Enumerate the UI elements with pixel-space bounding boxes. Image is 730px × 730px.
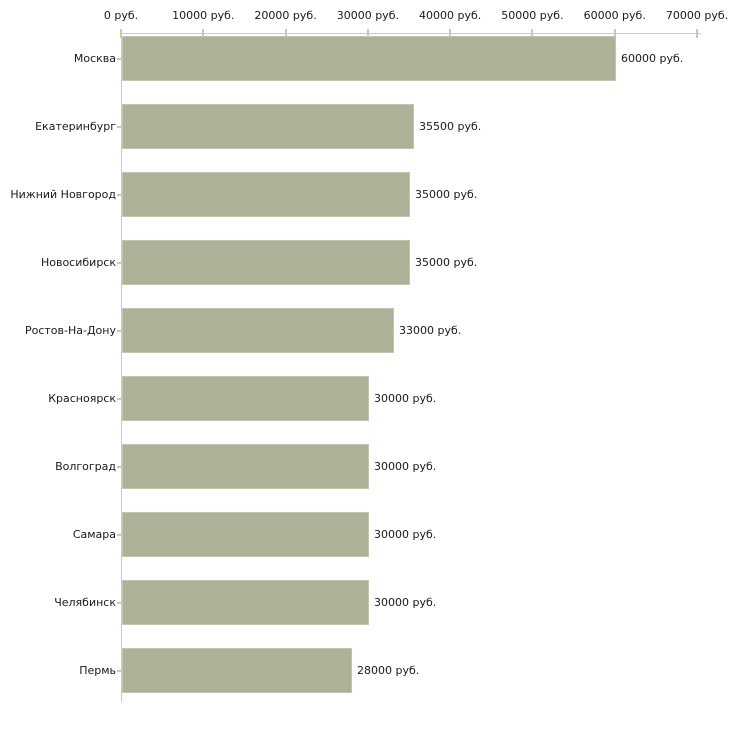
value-label: 33000 руб. bbox=[399, 324, 462, 337]
x-tick-label: 50000 руб. bbox=[501, 9, 564, 22]
value-label: 30000 руб. bbox=[374, 596, 437, 609]
bar bbox=[122, 104, 414, 149]
x-tick-label: 70000 руб. bbox=[665, 9, 729, 22]
value-label: 28000 руб. bbox=[357, 664, 420, 677]
x-tick-mark bbox=[449, 29, 452, 38]
bar bbox=[122, 580, 369, 625]
bar bbox=[122, 240, 410, 285]
value-label: 35000 руб. bbox=[415, 188, 478, 201]
value-label: 30000 руб. bbox=[374, 460, 437, 473]
category-tick-mark bbox=[117, 57, 121, 60]
bar bbox=[122, 648, 352, 693]
category-tick-mark bbox=[117, 329, 121, 332]
category-tick-mark bbox=[117, 533, 121, 536]
bar bbox=[122, 36, 616, 81]
category-tick-mark bbox=[117, 125, 121, 128]
x-tick-label: 60000 руб. bbox=[583, 9, 646, 22]
x-tick-mark bbox=[284, 29, 287, 38]
category-label: Челябинск bbox=[54, 596, 116, 609]
y-axis-line bbox=[121, 33, 122, 702]
x-tick-mark bbox=[120, 29, 122, 38]
x-tick-label: 10000 руб. bbox=[172, 9, 235, 22]
bar bbox=[122, 172, 410, 217]
x-tick-label: 30000 руб. bbox=[336, 9, 399, 22]
category-tick-mark bbox=[117, 397, 121, 400]
bar bbox=[122, 376, 369, 421]
value-label: 35500 руб. bbox=[419, 120, 482, 133]
category-label: Новосибирск bbox=[40, 256, 116, 269]
category-tick-mark bbox=[117, 261, 121, 264]
category-label: Москва bbox=[73, 52, 116, 65]
bar bbox=[122, 308, 394, 353]
category-label: Пермь bbox=[79, 664, 116, 677]
category-label: Волгоград bbox=[55, 460, 116, 473]
category-label: Ростов-На-Дону bbox=[24, 324, 116, 337]
value-label: 60000 руб. bbox=[621, 52, 684, 65]
x-tick-mark bbox=[696, 29, 698, 38]
x-tick-mark bbox=[202, 29, 205, 38]
category-tick-mark bbox=[117, 601, 121, 604]
x-tick-mark bbox=[366, 29, 369, 38]
value-label: 30000 руб. bbox=[374, 528, 437, 541]
category-tick-mark bbox=[117, 193, 121, 196]
x-tick-mark bbox=[613, 29, 616, 38]
value-label: 30000 руб. bbox=[374, 392, 437, 405]
category-label: Самара bbox=[72, 528, 116, 541]
x-axis-line bbox=[121, 33, 701, 34]
bar bbox=[122, 444, 369, 489]
category-tick-mark bbox=[117, 465, 121, 468]
x-tick-label: 40000 руб. bbox=[419, 9, 482, 22]
x-tick-mark bbox=[531, 29, 534, 38]
x-tick-label: 0 руб. bbox=[103, 9, 139, 22]
x-tick-label: 20000 руб. bbox=[254, 9, 317, 22]
category-label: Екатеринбург bbox=[35, 120, 116, 133]
bar bbox=[122, 512, 369, 557]
category-tick-mark bbox=[117, 669, 121, 672]
category-label: Нижний Новгород bbox=[10, 188, 116, 201]
value-label: 35000 руб. bbox=[415, 256, 478, 269]
category-label: Красноярск bbox=[48, 392, 116, 405]
